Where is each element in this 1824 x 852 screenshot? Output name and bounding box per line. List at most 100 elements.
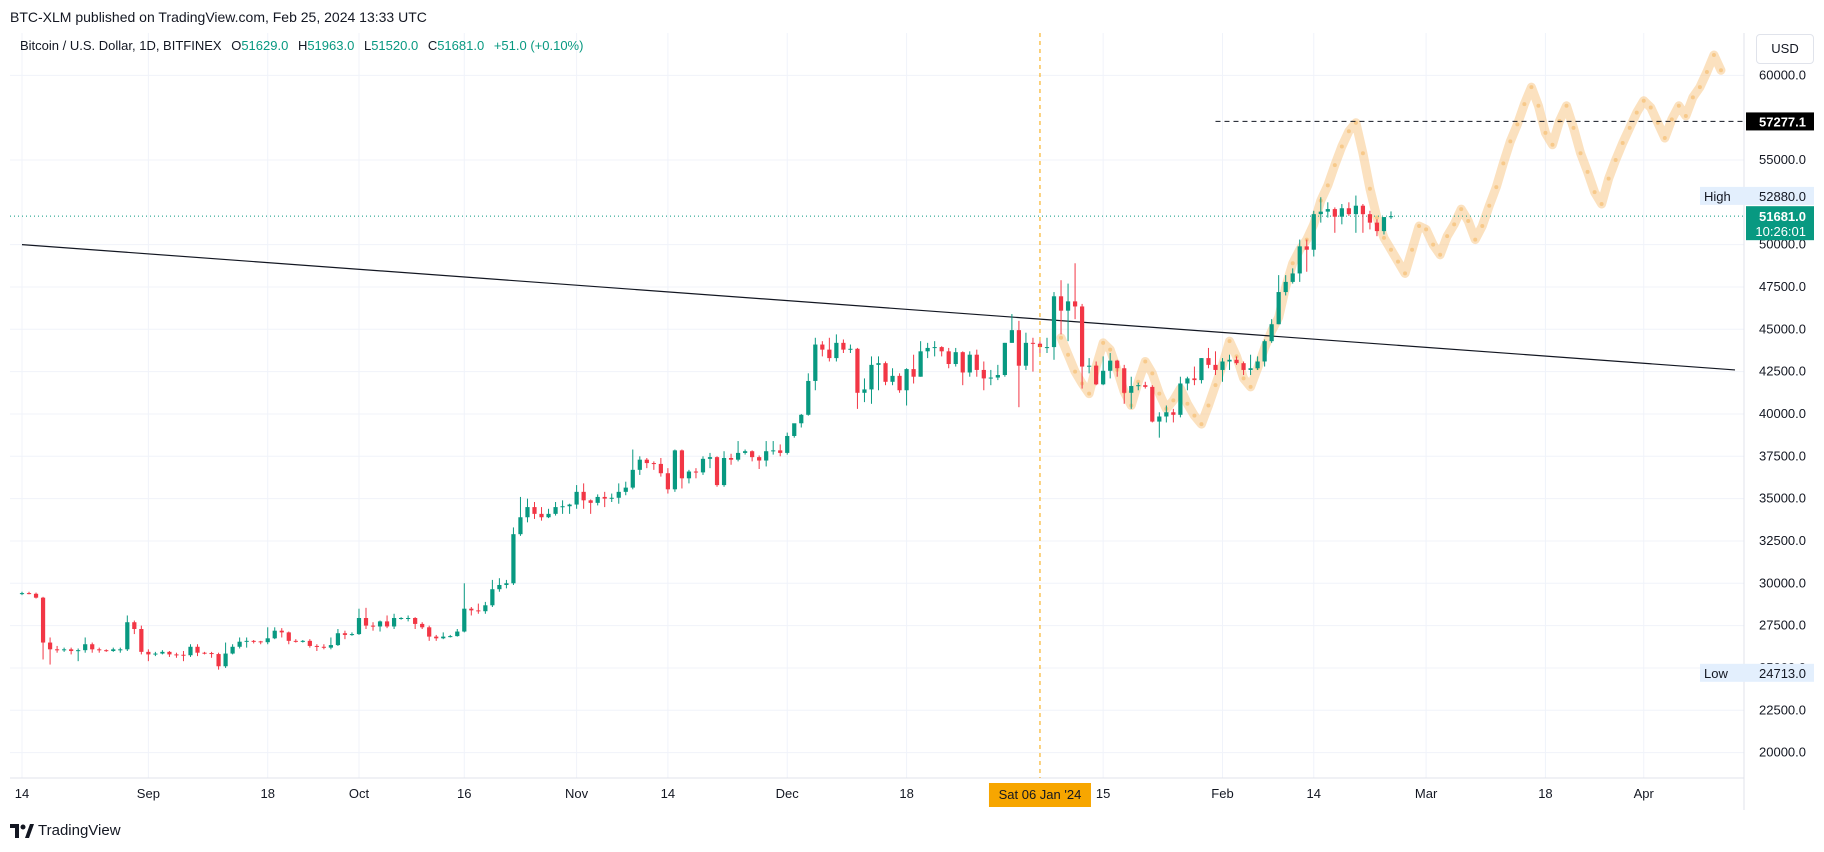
candle-body — [1009, 330, 1014, 343]
candle — [623, 481, 628, 496]
candle — [230, 644, 235, 655]
candle — [1157, 412, 1162, 438]
projection-point — [1185, 401, 1190, 406]
candle-body — [890, 375, 895, 382]
legend-close-label: C — [427, 38, 438, 53]
x-tick-label: 14 — [1307, 786, 1321, 801]
candle-body — [237, 641, 242, 647]
candle — [553, 502, 558, 516]
candle-body — [925, 347, 930, 352]
projection-point — [1192, 413, 1197, 418]
candle-body — [181, 654, 186, 656]
candle-body — [820, 344, 825, 350]
tradingview-brand[interactable]: TradingView — [10, 822, 121, 839]
candle-body — [160, 651, 165, 654]
projection-point — [1325, 183, 1330, 188]
candle — [1171, 408, 1176, 423]
candles — [19, 195, 1394, 670]
legend-change: +51.0 (+0.10%) — [493, 38, 584, 53]
candle — [1044, 337, 1050, 354]
candle — [237, 637, 242, 649]
candle-body — [1367, 214, 1373, 223]
candle — [335, 629, 341, 646]
trend-line — [21, 244, 1736, 371]
candle-body — [1058, 296, 1064, 311]
candle — [883, 361, 888, 386]
candle — [1339, 204, 1344, 225]
candle-body — [700, 458, 706, 473]
candle-body — [314, 645, 319, 647]
candle-body — [1136, 385, 1141, 387]
candle — [132, 620, 137, 635]
candle — [574, 485, 579, 509]
x-tick-label: 18 — [899, 786, 913, 801]
chart-frame[interactable]: 20000.022500.025000.027500.030000.032500… — [10, 33, 1815, 810]
projection-point — [1248, 384, 1253, 389]
candle — [469, 606, 474, 616]
candle-body — [960, 352, 965, 373]
candle — [33, 592, 39, 599]
candle-body — [623, 487, 628, 492]
x-tick-label: 14 — [15, 786, 29, 801]
projection-point — [1199, 422, 1204, 427]
candle — [925, 342, 930, 359]
projection-point — [1143, 359, 1148, 364]
x-tick-label: 18 — [1538, 786, 1552, 801]
projection-point — [1431, 242, 1436, 247]
candle-body — [953, 352, 958, 365]
projection-point — [1522, 102, 1527, 107]
candle — [455, 629, 460, 637]
legend-high: 51963.0 — [307, 38, 355, 53]
y-tick-label: 55000.0 — [1759, 152, 1806, 167]
projection-point — [1627, 125, 1632, 130]
candle — [153, 651, 158, 657]
candle-body — [153, 653, 158, 655]
candle-body — [384, 621, 390, 627]
candle-body — [328, 645, 334, 648]
candle-body — [827, 349, 832, 359]
x-tick-label: 16 — [457, 786, 471, 801]
price-chart[interactable]: 20000.022500.025000.027500.030000.032500… — [10, 33, 1815, 810]
candle-body — [553, 507, 558, 514]
x-tick-label: Apr — [1634, 786, 1655, 801]
candle-body — [40, 597, 46, 643]
y-tick-label: 60000.0 — [1759, 67, 1806, 82]
candle — [1016, 320, 1022, 408]
publisher-line: BTC-XLM published on TradingView.com, Fe… — [10, 9, 427, 25]
candle — [757, 455, 762, 469]
candle-body — [532, 507, 537, 514]
candle — [539, 507, 544, 521]
candle — [223, 642, 228, 668]
candle-body — [750, 451, 755, 458]
candle — [1220, 358, 1225, 382]
candle-body — [321, 646, 326, 648]
candle — [511, 527, 516, 585]
candle — [637, 456, 642, 475]
candle-body — [272, 630, 277, 639]
projection-point — [1466, 218, 1471, 223]
candle-body — [441, 636, 446, 639]
candle — [1009, 314, 1014, 343]
candle — [54, 645, 60, 653]
candle — [90, 642, 95, 653]
currency-button[interactable]: USD — [1756, 34, 1814, 64]
y-tick-label: 27500.0 — [1759, 618, 1806, 633]
legend-symbol: Bitcoin / U.S. Dollar, 1D, BITFINEX — [20, 38, 222, 53]
candle — [342, 630, 348, 640]
candle-body — [602, 496, 607, 499]
candle-body — [1129, 386, 1134, 393]
candle-body — [1115, 360, 1120, 369]
candle — [1115, 359, 1120, 377]
projection-point — [1592, 190, 1597, 195]
y-tick-label: 20000.0 — [1759, 745, 1806, 760]
candle-body — [349, 634, 355, 636]
candle — [799, 413, 804, 428]
candle — [307, 639, 312, 648]
candle-body — [911, 369, 916, 377]
candle — [69, 647, 74, 655]
candle — [644, 457, 649, 469]
candle-body — [757, 457, 762, 461]
projection-point — [1346, 129, 1351, 134]
candle — [174, 652, 179, 658]
candle — [139, 625, 144, 655]
